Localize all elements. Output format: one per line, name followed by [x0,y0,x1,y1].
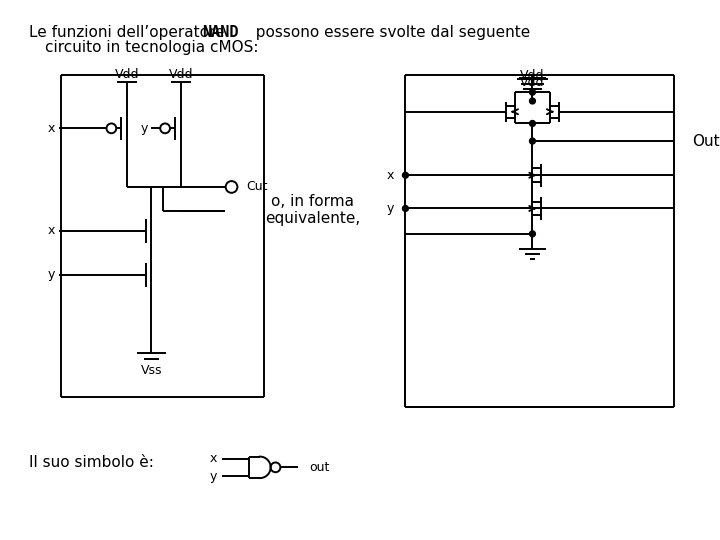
Text: y: y [210,470,217,483]
Circle shape [529,231,536,237]
Text: Il suo simbolo è:: Il suo simbolo è: [30,455,154,470]
Text: y: y [387,202,394,215]
Circle shape [402,206,408,211]
Text: Cut: Cut [246,180,268,193]
Text: out: out [310,461,330,474]
Text: x: x [48,225,55,238]
Circle shape [529,138,536,144]
Text: Vss: Vss [140,364,162,377]
Circle shape [529,98,536,104]
Text: Le funzioni dell’operatore: Le funzioni dell’operatore [30,25,235,40]
Text: y: y [140,122,148,135]
Circle shape [529,89,536,95]
Circle shape [402,172,408,178]
Text: o, in forma: o, in forma [271,194,354,209]
Text: Vdd: Vdd [520,76,545,89]
Text: Vdd: Vdd [168,68,193,81]
Text: possono essere svolte dal seguente: possono essere svolte dal seguente [246,25,531,40]
Text: Vdd: Vdd [520,69,545,82]
Text: circuito in tecnologia cMOS:: circuito in tecnologia cMOS: [45,40,258,55]
Text: x: x [48,122,55,135]
Text: y: y [48,268,55,281]
Text: x: x [210,452,217,465]
Text: x: x [387,168,394,182]
Text: equivalente,: equivalente, [265,211,360,226]
Text: Out: Out [692,133,719,148]
Circle shape [529,120,536,126]
Text: Vdd: Vdd [114,68,139,81]
Text: NAND: NAND [202,25,239,40]
